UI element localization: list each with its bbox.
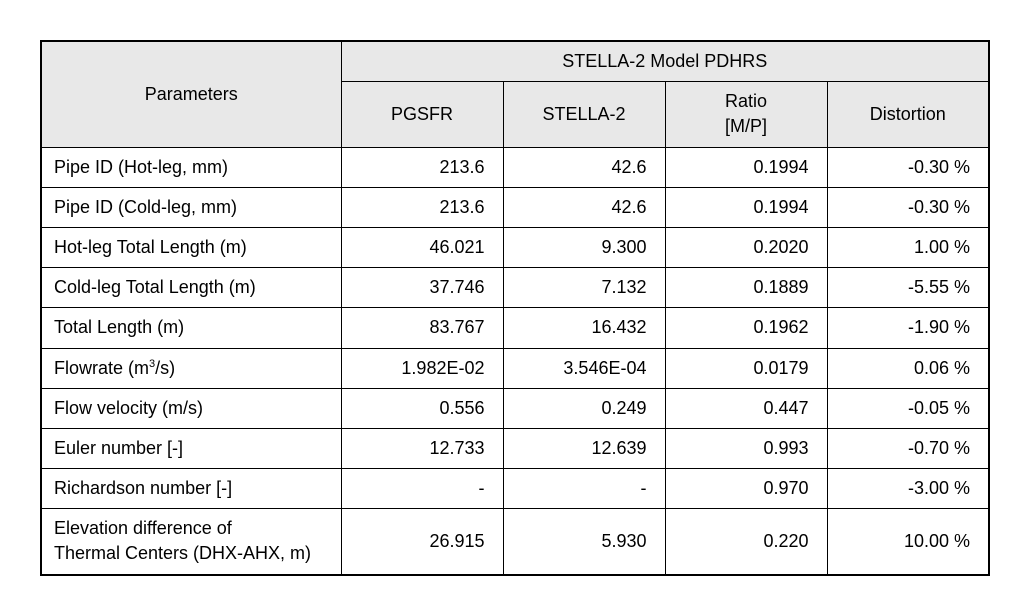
cell-ratio: 0.0179 (665, 348, 827, 388)
table-row: Pipe ID (Hot-leg, mm)213.642.60.1994-0.3… (41, 147, 989, 187)
cell-ratio: 0.1994 (665, 147, 827, 187)
col-distortion: Distortion (827, 82, 989, 147)
cell-dist: -0.70 % (827, 428, 989, 468)
cell-parameter: Total Length (m) (41, 308, 341, 348)
cell-pgsfr: 1.982E-02 (341, 348, 503, 388)
cell-dist: -5.55 % (827, 268, 989, 308)
col-parameters: Parameters (41, 41, 341, 147)
cell-dist: -1.90 % (827, 308, 989, 348)
table-header: Parameters STELLA-2 Model PDHRS PGSFR ST… (41, 41, 989, 147)
cell-ratio: 0.993 (665, 428, 827, 468)
cell-stella2: 16.432 (503, 308, 665, 348)
cell-stella2: 42.6 (503, 187, 665, 227)
table-row: Flow velocity (m/s)0.5560.2490.447-0.05 … (41, 388, 989, 428)
cell-pgsfr: 37.746 (341, 268, 503, 308)
cell-parameter: Richardson number [-] (41, 469, 341, 509)
cell-stella2: 7.132 (503, 268, 665, 308)
cell-parameter: Elevation difference ofThermal Centers (… (41, 509, 341, 575)
cell-dist: 10.00 % (827, 509, 989, 575)
table-row: Flowrate (m3/s)1.982E-023.546E-040.01790… (41, 348, 989, 388)
col-group: STELLA-2 Model PDHRS (341, 41, 989, 82)
cell-parameter: Pipe ID (Hot-leg, mm) (41, 147, 341, 187)
cell-pgsfr: 83.767 (341, 308, 503, 348)
col-ratio: Ratio[M/P] (665, 82, 827, 147)
cell-pgsfr: 12.733 (341, 428, 503, 468)
cell-dist: -0.05 % (827, 388, 989, 428)
cell-dist: 1.00 % (827, 227, 989, 267)
table-row: Euler number [-]12.73312.6390.993-0.70 % (41, 428, 989, 468)
cell-ratio: 0.2020 (665, 227, 827, 267)
table-row: Richardson number [-]--0.970-3.00 % (41, 469, 989, 509)
cell-pgsfr: 26.915 (341, 509, 503, 575)
cell-dist: 0.06 % (827, 348, 989, 388)
cell-dist: -0.30 % (827, 187, 989, 227)
cell-pgsfr: - (341, 469, 503, 509)
table-row: Hot-leg Total Length (m)46.0219.3000.202… (41, 227, 989, 267)
cell-parameter: Hot-leg Total Length (m) (41, 227, 341, 267)
cell-parameter: Cold-leg Total Length (m) (41, 268, 341, 308)
cell-ratio: 0.447 (665, 388, 827, 428)
cell-ratio: 0.970 (665, 469, 827, 509)
cell-pgsfr: 46.021 (341, 227, 503, 267)
cell-stella2: 5.930 (503, 509, 665, 575)
cell-parameter: Euler number [-] (41, 428, 341, 468)
col-pgsfr: PGSFR (341, 82, 503, 147)
cell-dist: -3.00 % (827, 469, 989, 509)
cell-ratio: 0.1889 (665, 268, 827, 308)
cell-parameter: Flowrate (m3/s) (41, 348, 341, 388)
table-row: Elevation difference ofThermal Centers (… (41, 509, 989, 575)
cell-parameter: Pipe ID (Cold-leg, mm) (41, 187, 341, 227)
cell-ratio: 0.220 (665, 509, 827, 575)
cell-pgsfr: 213.6 (341, 147, 503, 187)
cell-stella2: 3.546E-04 (503, 348, 665, 388)
cell-stella2: 42.6 (503, 147, 665, 187)
table-body: Pipe ID (Hot-leg, mm)213.642.60.1994-0.3… (41, 147, 989, 575)
cell-stella2: - (503, 469, 665, 509)
table-row: Total Length (m)83.76716.4320.1962-1.90 … (41, 308, 989, 348)
cell-dist: -0.30 % (827, 147, 989, 187)
parameters-table: Parameters STELLA-2 Model PDHRS PGSFR ST… (40, 40, 990, 576)
table-row: Cold-leg Total Length (m)37.7467.1320.18… (41, 268, 989, 308)
cell-pgsfr: 0.556 (341, 388, 503, 428)
cell-pgsfr: 213.6 (341, 187, 503, 227)
cell-ratio: 0.1994 (665, 187, 827, 227)
cell-ratio: 0.1962 (665, 308, 827, 348)
cell-parameter: Flow velocity (m/s) (41, 388, 341, 428)
cell-stella2: 12.639 (503, 428, 665, 468)
cell-stella2: 0.249 (503, 388, 665, 428)
table-row: Pipe ID (Cold-leg, mm)213.642.60.1994-0.… (41, 187, 989, 227)
col-stella2: STELLA-2 (503, 82, 665, 147)
cell-stella2: 9.300 (503, 227, 665, 267)
